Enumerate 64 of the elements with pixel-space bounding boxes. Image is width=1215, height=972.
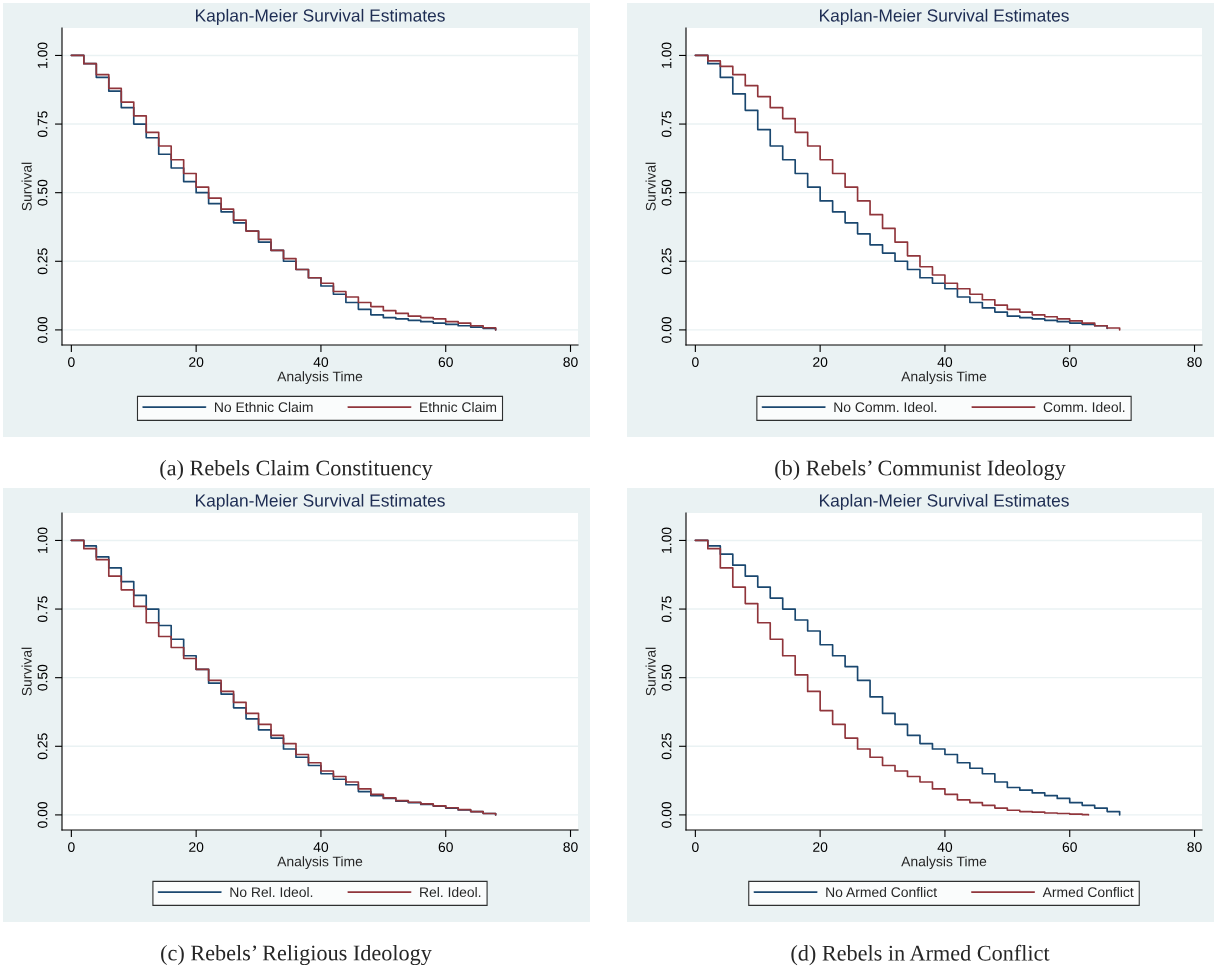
chart-title: Kaplan-Meier Survival Estimates [196,493,445,511]
y-axis-title: Survival [21,647,32,696]
x-tick-label: 80 [563,357,578,368]
y-tick-label: 0.50 [661,179,672,206]
y-tick-label: 0.75 [37,596,48,623]
x-tick-label: 0 [692,842,699,853]
x-tick-label: 80 [1187,842,1202,853]
text: (c) Rebels’ Religious Ideology [161,944,432,966]
y-tick-label: 0.75 [37,111,48,138]
x-tick-label: 20 [813,842,828,853]
x-tick-label: 0 [68,357,75,368]
chart-title: Kaplan-Meier Survival Estimates [820,8,1069,26]
y-tick-label: 0.25 [37,248,48,275]
y-tick-label: 0.50 [661,664,672,691]
y-tick-label: 0.25 [661,733,672,760]
x-tick-label: 80 [1187,357,1202,368]
x-tick-label: 80 [563,842,578,853]
x-tick-label: 20 [189,842,204,853]
legend-label: No Armed Conflict [826,886,937,898]
x-axis-title: Analysis Time [277,856,363,870]
legend-label: Comm. Ideol. [1043,401,1125,413]
y-tick-label: 1.00 [661,527,672,553]
chart-title: Kaplan-Meier Survival Estimates [820,493,1069,511]
y-tick-label: 1.00 [661,42,672,68]
x-tick-label: 40 [313,357,329,368]
x-tick-label: 40 [937,842,953,853]
y-tick-label: 0.75 [661,111,672,138]
legend-label: No Rel. Ideol. [230,886,313,898]
text: (b) Rebels’ Communist Ideology [775,459,1066,481]
y-tick-label: 0.00 [661,316,672,343]
y-tick-label: 0.00 [37,316,48,343]
x-axis-title: Analysis Time [901,371,987,385]
y-tick-label: 0.50 [37,179,48,206]
x-tick-label: 40 [937,357,953,368]
legend-label: Armed Conflict [1042,886,1134,898]
x-tick-label: 40 [313,842,329,853]
x-tick-label: 20 [189,357,204,368]
x-tick-label: 0 [68,842,75,853]
x-tick-label: 60 [438,357,453,368]
legend-label: Ethnic Claim [420,401,497,413]
y-axis-title: Survival [21,162,32,211]
y-tick-label: 0.00 [37,801,48,828]
x-tick-label: 60 [1062,842,1077,853]
text: (d) Rebels in Armed Conflict [791,944,1050,966]
y-tick-label: 1.00 [37,527,48,553]
y-tick-label: 0.25 [37,733,48,760]
x-tick-label: 20 [813,357,828,368]
y-tick-label: 0.25 [661,248,672,275]
legend-label: No Ethnic Claim [215,401,313,413]
text: (a) Rebels Claim Constituency [160,459,433,481]
x-tick-label: 60 [1062,357,1077,368]
x-axis-title: Analysis Time [901,856,987,870]
x-axis-title: Analysis Time [277,371,363,385]
y-axis-title: Survival [645,162,656,211]
x-tick-label: 0 [692,357,699,368]
x-tick-label: 60 [438,842,453,853]
chart-title: Kaplan-Meier Survival Estimates [196,8,445,26]
y-tick-label: 0.75 [661,596,672,623]
y-tick-label: 0.50 [37,664,48,691]
y-axis-title: Survival [645,647,656,696]
legend-label: Rel. Ideol. [420,886,481,898]
legend-label: No Comm. Ideol. [834,401,937,413]
y-tick-label: 1.00 [37,42,48,68]
y-tick-label: 0.00 [661,801,672,828]
